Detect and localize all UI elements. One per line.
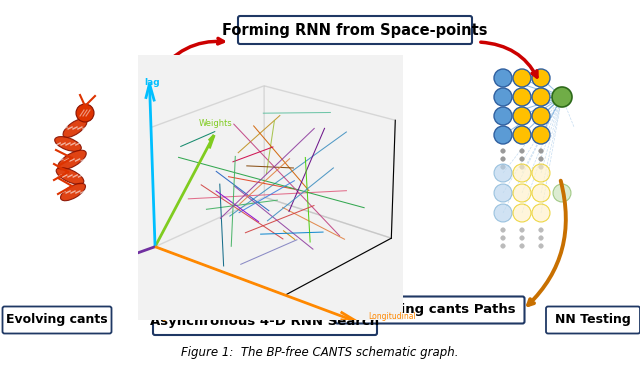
Circle shape: [532, 164, 550, 182]
Text: Evolving cants: Evolving cants: [6, 314, 108, 326]
Circle shape: [539, 228, 543, 232]
Circle shape: [494, 164, 512, 182]
Circle shape: [494, 88, 512, 106]
Circle shape: [513, 184, 531, 202]
FancyBboxPatch shape: [3, 307, 111, 333]
Circle shape: [494, 126, 512, 144]
Circle shape: [494, 204, 512, 222]
Circle shape: [513, 88, 531, 106]
Circle shape: [501, 165, 505, 169]
FancyBboxPatch shape: [335, 297, 525, 323]
Circle shape: [501, 244, 505, 248]
Circle shape: [532, 184, 550, 202]
Circle shape: [520, 149, 524, 153]
Text: Figure 1:  The BP-free CANTS schematic graph.: Figure 1: The BP-free CANTS schematic gr…: [181, 346, 459, 359]
Circle shape: [494, 184, 512, 202]
Text: Forming RNN from Space-points: Forming RNN from Space-points: [222, 22, 488, 38]
Ellipse shape: [56, 168, 84, 184]
Circle shape: [520, 236, 524, 240]
Circle shape: [501, 228, 505, 232]
Circle shape: [539, 244, 543, 248]
Circle shape: [520, 228, 524, 232]
Circle shape: [539, 165, 543, 169]
Circle shape: [532, 88, 550, 106]
FancyBboxPatch shape: [153, 307, 377, 335]
Circle shape: [532, 126, 550, 144]
Circle shape: [513, 69, 531, 87]
Text: NN Testing: NN Testing: [555, 314, 631, 326]
FancyBboxPatch shape: [238, 16, 472, 44]
Circle shape: [520, 157, 524, 161]
Circle shape: [520, 244, 524, 248]
Ellipse shape: [58, 150, 86, 170]
Circle shape: [532, 69, 550, 87]
Circle shape: [76, 104, 94, 122]
Ellipse shape: [61, 183, 86, 201]
Circle shape: [553, 184, 571, 202]
Text: Asynchronous 4-D RNN Search: Asynchronous 4-D RNN Search: [150, 315, 380, 328]
FancyBboxPatch shape: [546, 307, 640, 333]
Circle shape: [501, 236, 505, 240]
Circle shape: [513, 126, 531, 144]
Circle shape: [539, 157, 543, 161]
Circle shape: [532, 204, 550, 222]
Circle shape: [494, 69, 512, 87]
Circle shape: [532, 107, 550, 125]
Circle shape: [501, 157, 505, 161]
Circle shape: [552, 87, 572, 107]
Circle shape: [539, 149, 543, 153]
Ellipse shape: [63, 118, 87, 137]
Circle shape: [539, 236, 543, 240]
Circle shape: [494, 107, 512, 125]
Ellipse shape: [54, 137, 81, 151]
Circle shape: [501, 149, 505, 153]
Circle shape: [513, 204, 531, 222]
Circle shape: [513, 107, 531, 125]
Text: Rewarding cants Paths: Rewarding cants Paths: [344, 304, 516, 316]
Circle shape: [513, 164, 531, 182]
Circle shape: [520, 165, 524, 169]
